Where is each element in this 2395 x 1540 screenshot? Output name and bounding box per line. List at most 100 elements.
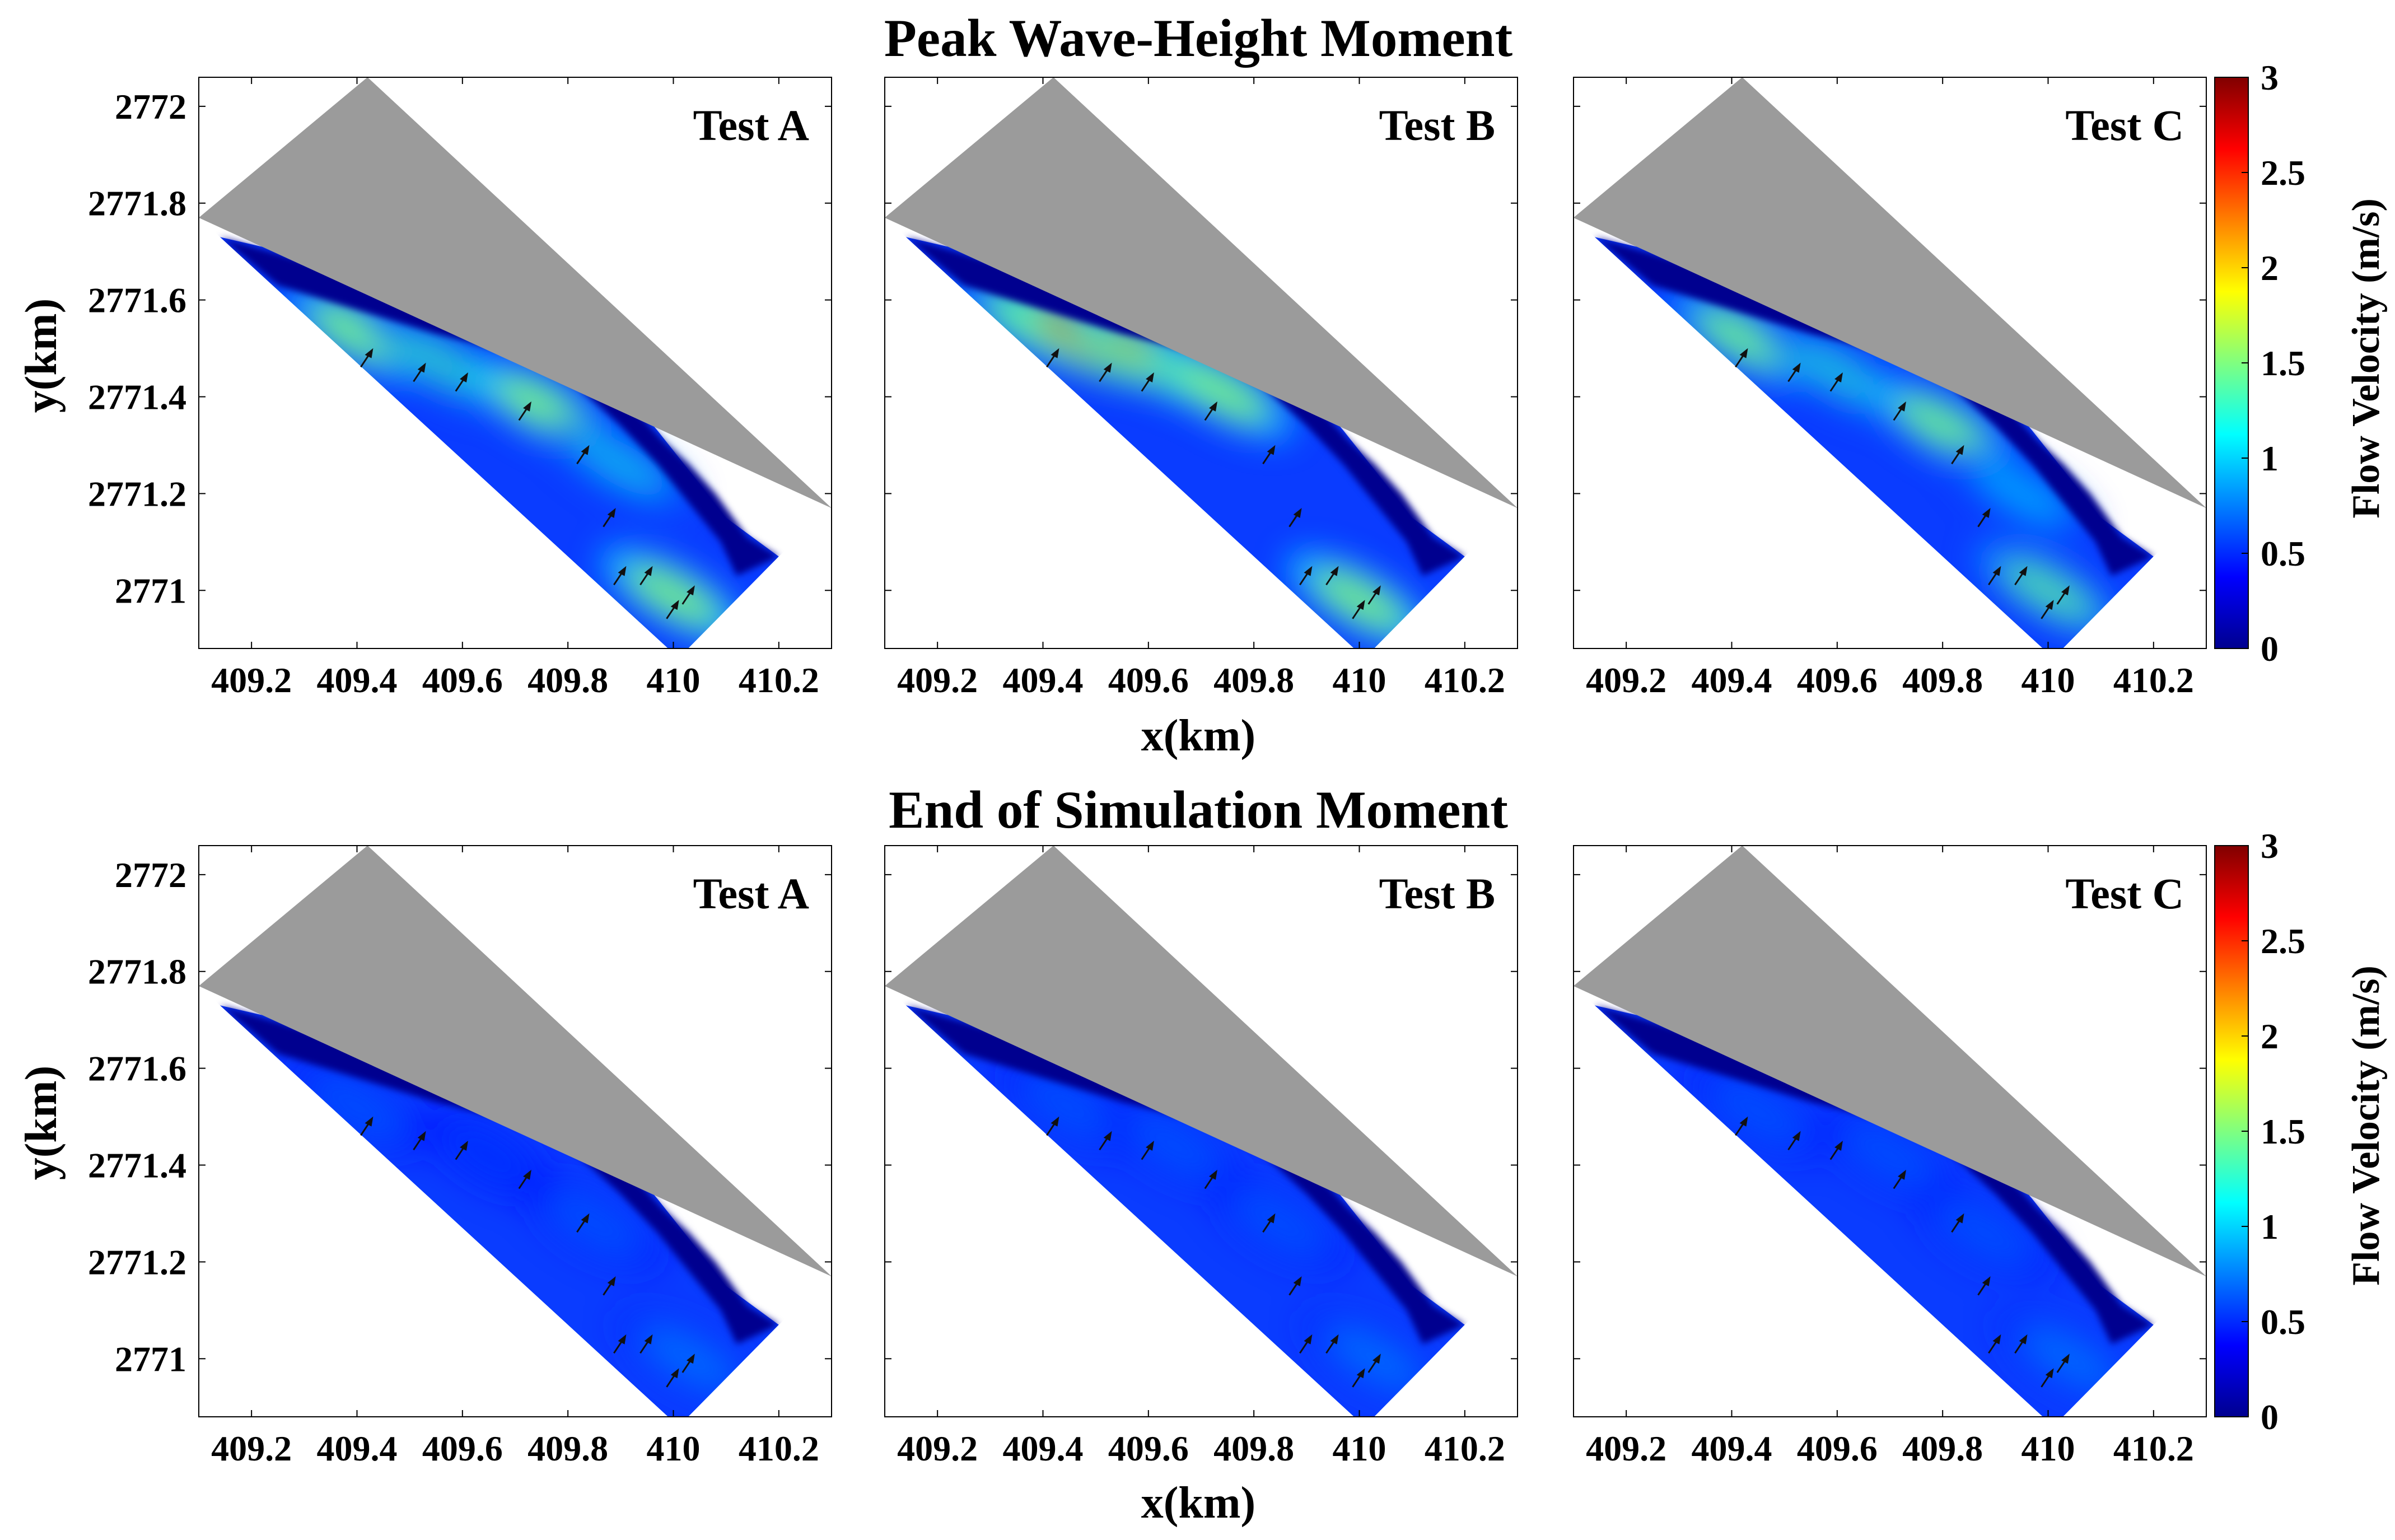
row-title-end: End of Simulation Moment — [889, 780, 1508, 839]
axes-frame — [198, 77, 832, 649]
flow-arrowhead — [670, 600, 679, 610]
x-tick-label: 410 — [647, 660, 701, 700]
y-axis-label-bottom: y(km) — [17, 1066, 66, 1180]
flow-arrowhead — [1834, 1140, 1843, 1151]
panel-label: Test B — [1379, 869, 1495, 918]
velocity-halo — [546, 414, 695, 515]
panel-label: Test A — [693, 101, 809, 150]
x-tick-label: 409.6 — [1797, 1429, 1878, 1468]
flow-arrowhead — [460, 372, 468, 382]
colorbar-tick-label: 0 — [2261, 629, 2279, 669]
flow-arrowhead — [670, 1368, 679, 1379]
y-tick-label: 2772 — [115, 87, 186, 127]
velocity-halo — [599, 545, 748, 645]
plot-area — [1574, 77, 2206, 648]
flow-vectors — [360, 1116, 695, 1388]
velocity-halo — [1285, 550, 1434, 648]
x-tick-label: 409.4 — [1003, 660, 1084, 700]
flow-vectors — [1735, 348, 2070, 619]
flow-arrowhead — [1955, 445, 1964, 455]
velocity-hotspots — [1668, 288, 2123, 641]
flow-arrowhead — [1982, 1276, 1991, 1286]
flow-arrowhead — [1356, 1368, 1365, 1379]
flow-arrowhead — [1103, 362, 1112, 373]
axes-frame — [884, 77, 1518, 649]
y-tick-label: 2771.6 — [88, 281, 186, 320]
x-tick-label: 409.2 — [897, 660, 978, 700]
axes-frame — [1573, 845, 2207, 1417]
velocity-hotspots — [282, 284, 748, 645]
flow-vectors — [1046, 348, 1381, 619]
velocity-halo — [1815, 1105, 1964, 1206]
flow-arrowhead — [1209, 401, 1217, 412]
panel-label: Test B — [1379, 101, 1495, 150]
flow-arrowhead — [581, 1213, 590, 1224]
x-tick-label: 410 — [2021, 1429, 2075, 1468]
calm-zone — [220, 1005, 779, 1345]
flow-arrowhead — [1898, 1169, 1906, 1180]
x-axis-label-bottom: x(km) — [1141, 1478, 1255, 1528]
flow-arrowhead — [1955, 1213, 1964, 1224]
flow-arrowhead — [1103, 1131, 1112, 1141]
x-tick-label: 409.6 — [1797, 660, 1878, 700]
y-tick-label: 2771.2 — [88, 474, 186, 514]
colorbar-tick-label: 0.5 — [2261, 534, 2305, 573]
x-tick-label: 410.2 — [1425, 660, 1505, 700]
flow-arrowhead — [523, 401, 531, 412]
panel-peak-3: 409.2 409.4 409.6 409.8 410 410.2 Test C — [1573, 77, 2207, 700]
colorbar-tick-label: 2.5 — [2261, 921, 2305, 961]
flow-arrowhead — [1372, 1354, 1381, 1364]
y-axis-label-top: y(km) — [17, 298, 66, 413]
velocity-halo — [1973, 540, 2123, 641]
x-tick-label: 409.6 — [1108, 660, 1189, 700]
y-tick-label: 2771.4 — [88, 377, 186, 417]
plot-area — [885, 846, 1518, 1417]
x-tick-label: 410 — [647, 1429, 701, 1468]
plot-area — [1574, 846, 2206, 1417]
x-tick-label: 409.4 — [1003, 1429, 1084, 1468]
colorbar-label-bottom: Flow Velocity (m/s) — [2345, 965, 2388, 1286]
flow-arrowhead — [1146, 372, 1154, 382]
flow-arrowhead — [2019, 566, 2028, 576]
flow-arrowhead — [607, 1276, 616, 1286]
colorbar-tick-label: 3 — [2261, 826, 2279, 866]
colorbar-tick-label: 1.5 — [2261, 1112, 2305, 1151]
x-tick-label: 410.2 — [2113, 660, 2194, 700]
x-tick-label: 410 — [2021, 660, 2075, 700]
colorbar-tick-label: 2 — [2261, 248, 2279, 288]
flow-arrowhead — [686, 585, 695, 596]
x-tick-label: 409.8 — [527, 660, 608, 700]
x-tick-label: 409.6 — [422, 1429, 503, 1468]
colorbar-tick-label: 1 — [2261, 1207, 2279, 1247]
x-tick-label: 410.2 — [2113, 1429, 2194, 1468]
flow-arrowhead — [1992, 566, 2001, 576]
flow-arrowhead — [1051, 348, 1059, 358]
calm-zone — [905, 1005, 1465, 1345]
land-mask-top — [199, 846, 832, 1277]
flow-arrowhead — [1267, 1213, 1276, 1224]
land-mask-top — [885, 77, 1518, 508]
x-tick-label: 409.6 — [422, 660, 503, 700]
calm-zone — [1594, 237, 2154, 576]
row-title-peak: Peak Wave-Height Moment — [884, 8, 1513, 68]
x-tick-label: 409.2 — [211, 660, 292, 700]
y-tick-label: 2771.8 — [88, 952, 186, 992]
y-tick-label: 2771.8 — [88, 184, 186, 223]
x-tick-label: 410 — [1333, 660, 1386, 700]
velocity-halo — [1147, 342, 1297, 442]
flow-arrowhead — [2045, 1368, 2054, 1379]
flow-arrowhead — [1792, 362, 1801, 373]
colorbar-tick-label: 3 — [2261, 58, 2279, 97]
flow-arrowhead — [1982, 507, 1991, 518]
x-tick-label: 409.4 — [1692, 660, 1772, 700]
panel-label: Test C — [2065, 869, 2184, 918]
flow-arrowhead — [1792, 1131, 1801, 1141]
flow-arrowhead — [644, 566, 653, 576]
colorbar-end: 0 0.5 1 1.5 2 2.5 3 — [2214, 826, 2305, 1437]
x-tick-label: 409.2 — [1586, 1429, 1666, 1468]
land-mask-top — [885, 846, 1518, 1277]
flow-arrowhead — [2061, 1354, 2070, 1364]
flow-arrowhead — [1356, 600, 1365, 610]
flow-vectors — [360, 348, 695, 619]
